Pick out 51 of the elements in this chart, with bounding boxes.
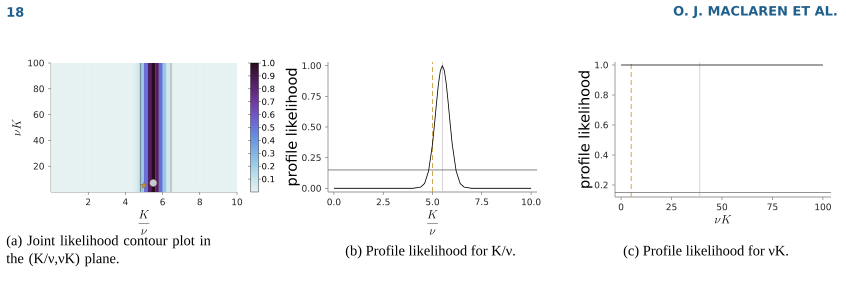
color-bar-label: 0.3 — [262, 150, 274, 157]
y-tick-label: 0.2 — [594, 182, 608, 188]
x-tick-label: 4 — [122, 198, 128, 206]
y-tick-label: 40 — [34, 137, 44, 144]
color-bar-label: 0.2 — [262, 163, 274, 170]
color-bar-label: 0.8 — [262, 86, 274, 92]
x-tick-label: 5.0 — [426, 198, 440, 206]
y-tick-label: 80 — [34, 85, 44, 92]
y-tick-label: 20 — [34, 162, 44, 170]
color-bar-label: 1.0 — [262, 60, 274, 66]
color-bar-label: 0.1 — [262, 176, 274, 182]
text: 18 — [8, 7, 24, 17]
x-tick-label: 75 — [767, 204, 778, 210]
y-tick-label: 0.6 — [594, 122, 608, 128]
y-axis-title: profile likelihood — [286, 68, 300, 186]
color-bar-label: 0.5 — [262, 124, 274, 131]
x-tick-label: 25 — [666, 204, 676, 210]
color-bar-label: 0.6 — [262, 111, 274, 118]
y-tick-label: 0.25 — [302, 154, 321, 162]
y-tick-label: 0.50 — [302, 124, 321, 130]
text: (b) Profile likelihood for K/ν. — [346, 245, 515, 258]
x-tick-label: 6 — [160, 198, 165, 206]
x-axis-title: $\frac{K}{\nu}$ — [427, 210, 438, 235]
y-axis-title: profile likelihood — [578, 71, 592, 188]
y-axis-title: $\nu K$ — [12, 119, 21, 136]
x-tick-label: 8 — [198, 198, 202, 206]
x-tick-label: 50 — [716, 204, 728, 210]
text: (c) Profile likelihood for νK. — [624, 245, 788, 258]
x-axis-title: $\frac{K}{\nu}$ — [138, 210, 150, 235]
y-tick-label: 1.00 — [302, 62, 321, 70]
x-tick-label: 2 — [86, 198, 90, 206]
x-axis-title: $\nu K$ — [714, 215, 732, 224]
y-tick-label: 60 — [34, 111, 44, 118]
color-bar-label: 0.9 — [262, 72, 274, 80]
x-tick-label: 7.5 — [475, 198, 488, 206]
x-tick-label: 0 — [618, 204, 624, 210]
text: (a) Joint likelihood contour plot in the (K/ν,νK) plane. — [6, 235, 211, 266]
x-tick-label: 10 — [232, 198, 242, 206]
y-tick-label: 0.8 — [594, 92, 608, 98]
y-tick-label: 0.75 — [302, 92, 321, 100]
x-tick-label: 100 — [815, 204, 831, 210]
x-tick-label: 2.5 — [376, 198, 390, 206]
y-tick-label: 0.4 — [594, 152, 608, 158]
y-tick-label: 0.00 — [302, 184, 321, 192]
y-tick-label: 1.0 — [595, 62, 608, 68]
x-tick-label: 0.0 — [327, 198, 340, 206]
text: O. J. MACLAREN ET AL. — [674, 6, 836, 18]
color-bar-label: 0.4 — [262, 137, 275, 144]
y-tick-label: 100 — [28, 60, 44, 66]
color-bar-label: 0.7 — [262, 98, 274, 105]
x-tick-label: 10.0 — [522, 198, 540, 206]
